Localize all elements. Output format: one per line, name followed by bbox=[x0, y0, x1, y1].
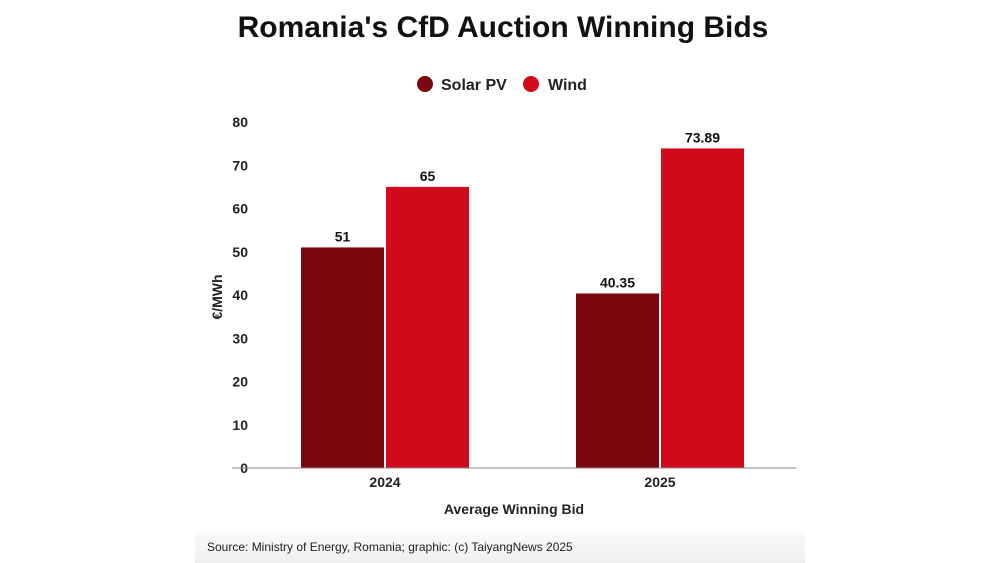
source-note: Source: Ministry of Energy, Romania; gra… bbox=[207, 540, 573, 554]
y-tick-label: 10 bbox=[232, 417, 248, 433]
data-label-wind-2025: 73.89 bbox=[685, 129, 720, 145]
y-axis-label: €/MWh bbox=[209, 274, 225, 319]
bar-wind-2025 bbox=[661, 148, 744, 468]
y-tick-label: 80 bbox=[232, 114, 248, 130]
x-tick-label: 2024 bbox=[369, 474, 400, 490]
x-tick-label: 2025 bbox=[644, 474, 675, 490]
y-tick-label: 30 bbox=[232, 330, 248, 346]
bars: 51 65 40.35 73.89 bbox=[301, 129, 744, 468]
bar-chart: Romania's CfD Auction Winning Bids Solar… bbox=[209, 11, 796, 517]
legend-label-wind: Wind bbox=[548, 77, 587, 94]
bar-wind-2024 bbox=[386, 186, 469, 468]
y-tick-label: 20 bbox=[232, 374, 248, 390]
data-label-solar-pv-2024: 51 bbox=[335, 228, 351, 244]
x-axis-label: Average Winning Bid bbox=[444, 501, 584, 517]
bar-solar-pv-2024 bbox=[301, 247, 384, 468]
chart-title: Romania's CfD Auction Winning Bids bbox=[238, 11, 769, 44]
legend: Solar PV Wind bbox=[417, 76, 587, 94]
legend-marker-wind bbox=[523, 76, 539, 92]
data-label-solar-pv-2025: 40.35 bbox=[600, 274, 635, 290]
y-tick-label: 40 bbox=[232, 287, 248, 303]
x-axis-ticks: 2024 2025 bbox=[369, 474, 675, 490]
data-label-wind-2024: 65 bbox=[420, 168, 436, 184]
y-tick-label: 70 bbox=[232, 157, 248, 173]
y-tick-label: 50 bbox=[232, 244, 248, 260]
footer: Source: Ministry of Energy, Romania; gra… bbox=[195, 531, 805, 563]
legend-label-solar-pv: Solar PV bbox=[441, 77, 507, 94]
legend-marker-solar-pv bbox=[417, 76, 433, 92]
bar-solar-pv-2025 bbox=[576, 293, 659, 468]
y-tick-label: 60 bbox=[232, 201, 248, 217]
